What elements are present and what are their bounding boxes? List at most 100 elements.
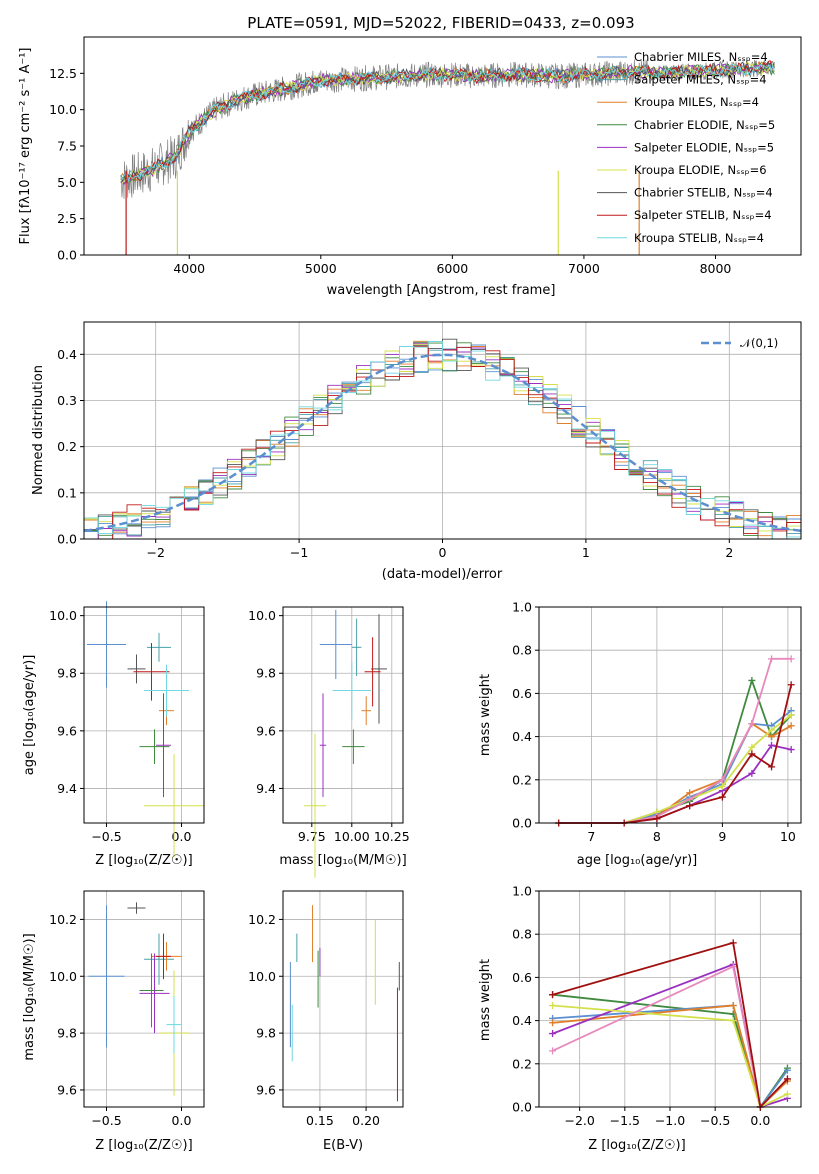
weight-vs-z-point: [549, 1030, 557, 1038]
weight-vs-z-point: [783, 1066, 791, 1074]
mass-vs-z-frame: [83, 890, 205, 1108]
age-vs-metallicity-plot: −0.5 0.0 9.4 9.6 9.8 10.0: [49, 601, 205, 858]
residual-ytick-label: 0.1: [57, 485, 77, 500]
age-vs-z-ylabel: age [log₁₀(age/yr)]: [22, 655, 37, 776]
spectrum-ytick-label: 10.0: [49, 102, 77, 117]
weight-vs-z-series-line: [552, 1004, 788, 1109]
residual-xtick-label: −2: [146, 545, 164, 560]
spectrum-xtick-label: 8000: [700, 261, 732, 276]
age-vs-z-ytick-label: 9.4: [57, 781, 77, 796]
age-vs-z-xlabel: Z [log₁₀(Z/Z☉)]: [95, 853, 192, 868]
age-vs-z-ytick-label: 9.8: [57, 666, 77, 681]
weight-vs-z-ytick-label: 0.6: [512, 970, 532, 985]
weight-vs-age-point: [718, 776, 726, 784]
mass-vs-z-ytick-label: 9.8: [57, 1026, 77, 1041]
mass-vs-ebv-frame: [282, 890, 404, 1108]
age-vs-mass-plot: 9.75 10.00 10.25 9.4 9.6 9.8 10.0: [248, 606, 410, 878]
weight-vs-z-ytick-label: 1.0: [512, 884, 532, 899]
weight-vs-age-point: [787, 746, 795, 754]
age-vs-mass-xlabel: mass [log₁₀(M/M☉)]: [279, 853, 406, 868]
weight-vs-z-point: [729, 1001, 737, 1009]
weight-vs-z-ylabel: mass weight: [478, 959, 493, 1041]
weight-vs-age-point: [768, 741, 776, 749]
spectrum-xtick-label: 6000: [436, 261, 468, 276]
residual-xtick-label: 1: [582, 545, 590, 560]
mass-vs-ebv-xtick-label: 0.15: [306, 1113, 334, 1128]
weight-vs-age-point: [768, 726, 776, 734]
weight-vs-age-point: [787, 681, 795, 689]
weight-vs-z-series-line: [552, 941, 789, 1109]
mass-vs-ebv-xlabel: E(B-V): [323, 1138, 363, 1153]
weight-vs-age-point: [787, 711, 795, 719]
weight-vs-z-point: [549, 991, 557, 999]
weight-vs-age-xtick-label: 7: [587, 829, 595, 844]
weight-vs-age-ytick-label: 0.0: [512, 816, 532, 831]
weight-vs-age-xtick-label: 10: [780, 829, 796, 844]
spectrum-legend-label: Salpeter ELODIE, Nₛₛₚ=5: [634, 140, 774, 154]
weight-vs-age-series-line: [558, 684, 793, 824]
weight-vs-age-series-line: [558, 657, 792, 824]
weight-vs-age-series-line: [558, 677, 792, 824]
residual-legend: 𝒩(0,1): [701, 336, 778, 350]
age-vs-mass-ytick-label: 9.6: [256, 723, 276, 738]
weight-vs-age-point: [686, 789, 694, 797]
residual-ylabel: Normed distribution: [31, 365, 46, 495]
residual-xtick-label: 0: [439, 545, 447, 560]
spectrum-xtick-label: 5000: [305, 261, 337, 276]
weight-vs-age-point: [768, 763, 776, 771]
residual-ytick-label: 0.0: [57, 532, 77, 547]
weight-vs-age-point: [768, 733, 776, 741]
weight-vs-z-point: [783, 1090, 791, 1098]
mass-vs-z-xlabel: Z [log₁₀(Z/Z☉)]: [95, 1138, 192, 1153]
age-vs-mass-frame: [282, 606, 404, 824]
weight-vs-age-point: [686, 802, 694, 810]
age-vs-mass-ytick-label: 9.8: [256, 666, 276, 681]
weight-vs-z-xlabel: Z [log₁₀(Z/Z☉)]: [588, 1138, 685, 1153]
weight-vs-age-point: [653, 815, 661, 823]
weight-vs-z-xtick-label: 0.0: [750, 1113, 770, 1128]
weight-vs-z-xtick-label: −1.0: [655, 1113, 685, 1128]
residual-xtick-label: −1: [290, 545, 308, 560]
weight-vs-age-point: [718, 782, 726, 790]
weight-vs-age-ytick-label: 0.2: [512, 772, 532, 787]
weight-vs-age-plot: 7 8 9 10 0.0 0.2 0.4 0.6 0.8 1.0: [512, 600, 802, 844]
weight-vs-z-point: [783, 1075, 791, 1083]
weight-vs-age-xtick-label: 8: [653, 829, 661, 844]
age-vs-z-ytick-label: 10.0: [49, 608, 77, 623]
residual-xtick-label: 2: [725, 545, 733, 560]
mass-vs-ebv-ytick-label: 9.6: [256, 1082, 276, 1097]
weight-vs-age-ytick-label: 0.4: [512, 729, 532, 744]
spectrum-legend-label: Kroupa ELODIE, Nₛₛₚ=6: [634, 163, 767, 177]
weight-vs-age-point: [787, 655, 795, 663]
weight-vs-age-point: [748, 720, 756, 728]
spectrum-plot: 4000 5000 6000 7000 8000 0.0 2.5 5.0 7.5 10.0 12.…: [49, 36, 802, 276]
weight-vs-z-ytick-label: 0.2: [512, 1056, 532, 1071]
weight-vs-age-ylabel: mass weight: [478, 674, 493, 756]
weight-vs-age-ytick-label: 1.0: [512, 600, 532, 615]
weight-vs-z-point: [729, 1017, 737, 1025]
spectrum-legend-label: Chabrier STELIB, Nₛₛₚ=4: [634, 186, 773, 200]
weight-vs-z-xtick-label: −1.5: [610, 1113, 640, 1128]
gaussian-legend-label: 𝒩(0,1): [740, 336, 778, 350]
weight-vs-z-ytick-label: 0.0: [512, 1100, 532, 1115]
spectrum-legend-label: Kroupa STELIB, Nₛₛₚ=4: [634, 231, 764, 245]
mass-vs-z-ytick-label: 10.0: [49, 969, 77, 984]
weight-vs-age-point: [748, 769, 756, 777]
age-vs-z-frame: [83, 606, 205, 824]
spectrum-ytick-label: 2.5: [57, 211, 77, 226]
weight-vs-age-point: [787, 722, 795, 730]
age-vs-mass-xtick-label: 10.25: [374, 829, 410, 844]
weight-vs-age-ytick-label: 0.6: [512, 686, 532, 701]
spectrum-ylabel: Flux [fλ10⁻¹⁷ erg cm⁻² s⁻¹ A⁻¹]: [18, 48, 33, 245]
weight-vs-z-frame: [538, 890, 802, 1108]
mass-vs-ebv-plot: 0.15 0.20 9.6 9.8 10.0 10.2: [248, 890, 404, 1128]
model-spectrum-line: [120, 61, 775, 183]
weight-vs-age-point: [768, 655, 776, 663]
weight-vs-age-point: [718, 793, 726, 801]
weight-vs-z-point: [729, 939, 737, 947]
weight-vs-age-xlabel: age [log₁₀(age/yr)]: [577, 853, 698, 868]
age-vs-mass-ytick-label: 9.4: [256, 781, 276, 796]
residual-plot: −2 −1 0 1 2 0.0 0.1 0.2 0.3 0.4 𝒩(0,1): [57, 321, 802, 560]
mass-vs-ebv-ytick-label: 10.2: [248, 912, 276, 927]
